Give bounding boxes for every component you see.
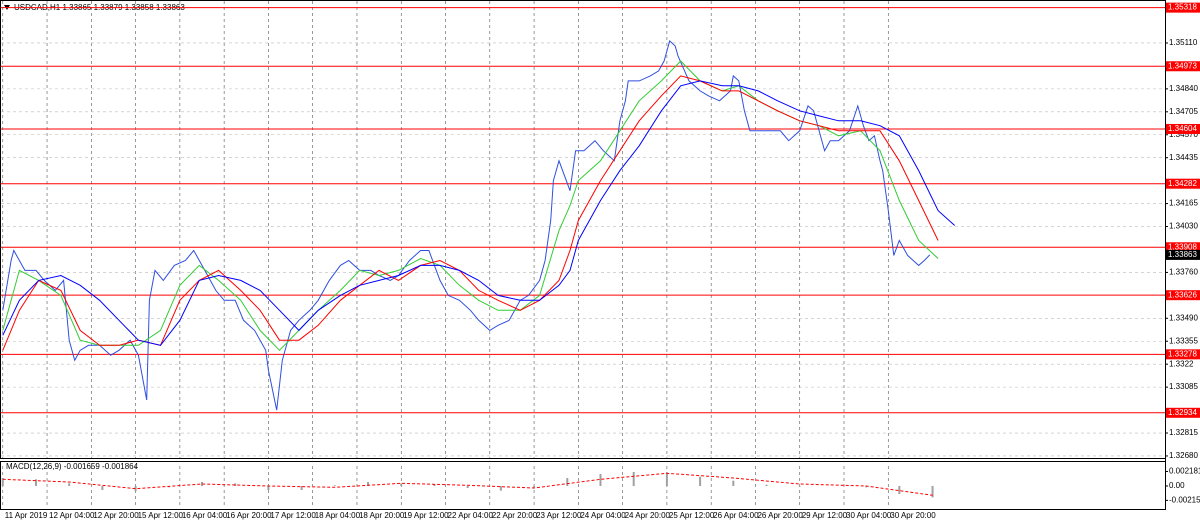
- x-tick-label: 16 Apr 20:00: [226, 511, 272, 520]
- y-tick-label: 0.00: [1169, 481, 1185, 490]
- level-label: 1.33626: [1168, 290, 1197, 299]
- y-tick-label: 1.3322: [1169, 359, 1194, 368]
- x-tick-label: 19 Apr 12:00: [403, 511, 449, 520]
- y-tick-label: 0.002181: [1169, 467, 1200, 476]
- x-tick-label: 26 Apr 04:00: [713, 511, 759, 520]
- y-tick-label: 1.34435: [1169, 153, 1198, 162]
- x-tick-label: 12 Apr 04:00: [49, 511, 95, 520]
- level-label: 1.34973: [1168, 61, 1197, 70]
- last-price-box: [1166, 249, 1200, 260]
- y-tick-label: 1.35110: [1169, 38, 1198, 47]
- x-tick-label: 18 Apr 20:00: [359, 511, 405, 520]
- level-label-box: [1166, 123, 1200, 134]
- x-tick-label: 24 Apr 20:00: [625, 511, 671, 520]
- y-tick-label: 1.34840: [1169, 84, 1198, 93]
- y-tick-label: 1.34165: [1169, 199, 1198, 208]
- y-tick-label: 1.33085: [1169, 382, 1198, 391]
- level-label-box: [1166, 349, 1200, 360]
- y-tick-label: 1.33355: [1169, 336, 1198, 345]
- y-tick-label: 1.34030: [1169, 222, 1198, 231]
- level-label-box: [1166, 242, 1200, 253]
- y-tick-label: -0.002154: [1169, 495, 1200, 504]
- price-line: [2, 39, 931, 411]
- level-label-box: [1166, 407, 1200, 418]
- level-label: 1.35318: [1168, 3, 1197, 12]
- x-tick-label: 25 Apr 12:00: [669, 511, 715, 520]
- macd-title: MACD(12,26,9) -0.001659 -0.001864: [6, 462, 139, 471]
- price-line: [2, 80, 956, 346]
- level-label-box: [1166, 178, 1200, 189]
- x-tick-label: 26 Apr 20:00: [757, 511, 803, 520]
- x-tick-label: 17 Apr 12:00: [270, 511, 316, 520]
- level-label: 1.34604: [1168, 124, 1197, 133]
- x-tick-label: 22 Apr 04:00: [448, 511, 494, 520]
- x-tick-label: 16 Apr 04:00: [182, 511, 228, 520]
- x-tick-label: 29 Apr 12:00: [802, 511, 848, 520]
- y-tick-label: 1.33760: [1169, 268, 1198, 277]
- y-tick-label: 1.34705: [1169, 107, 1198, 116]
- y-tick-label: 1.32680: [1169, 451, 1198, 460]
- level-label: 1.33278: [1168, 349, 1197, 358]
- x-tick-label: 11 Apr 2019: [5, 511, 48, 520]
- y-tick-label: 1.34570: [1169, 130, 1198, 139]
- x-tick-label: 15 Apr 12:00: [138, 511, 184, 520]
- x-tick-label: 30 Apr 04:00: [846, 511, 892, 520]
- y-tick-label: 1.33490: [1169, 313, 1198, 322]
- last-price-label: 1.33863: [1168, 250, 1197, 259]
- level-label-box: [1166, 2, 1200, 13]
- x-tick-label: 30 Apr 20:00: [890, 511, 936, 520]
- y-tick-label: 1.32815: [1169, 428, 1198, 437]
- x-tick-label: 12 Apr 20:00: [93, 511, 139, 520]
- x-tick-label: 23 Apr 12:00: [536, 511, 582, 520]
- x-tick-label: 24 Apr 04:00: [580, 511, 626, 520]
- x-tick-label: 22 Apr 20:00: [492, 511, 538, 520]
- level-label: 1.33908: [1168, 242, 1197, 251]
- signal-line: [2, 472, 933, 496]
- x-tick-label: 18 Apr 04:00: [315, 511, 361, 520]
- level-label: 1.34282: [1168, 179, 1197, 188]
- level-label-box: [1166, 290, 1200, 301]
- level-label-box: [1166, 61, 1200, 72]
- level-label: 1.32934: [1168, 408, 1197, 417]
